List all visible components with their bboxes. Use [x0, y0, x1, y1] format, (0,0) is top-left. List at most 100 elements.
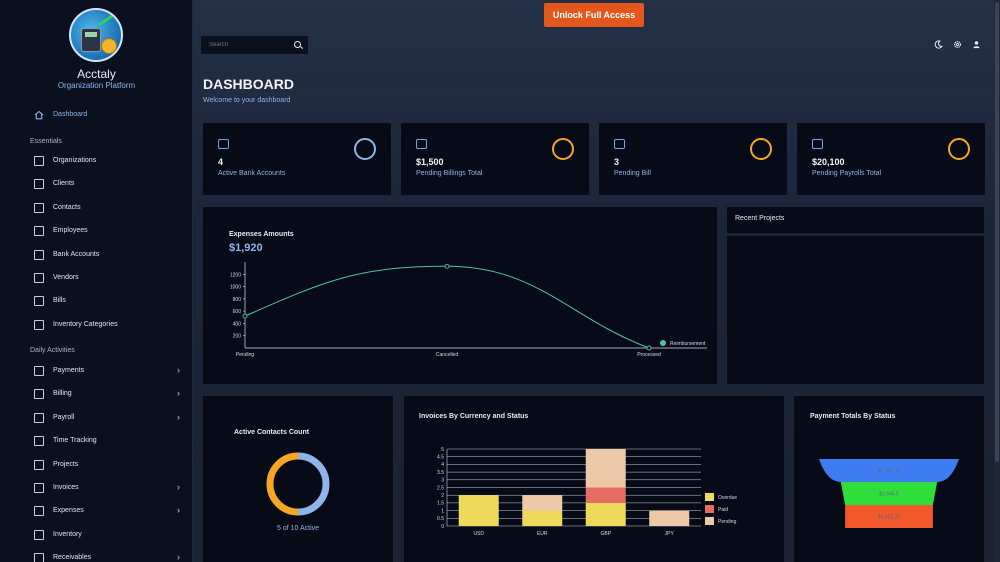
x-tick-label: Pending — [236, 352, 255, 358]
sidebar-item-label: Inventory Categories — [53, 320, 118, 328]
sidebar-item-label: Time Tracking — [53, 437, 97, 445]
settings-gear-icon[interactable] — [953, 40, 962, 49]
data-point[interactable] — [646, 345, 652, 351]
page-title: DASHBOARD — [203, 76, 294, 92]
sidebar-item-employees[interactable]: Employees — [0, 222, 192, 240]
coin-icon — [101, 38, 117, 54]
unlock-full-access-button[interactable]: Unlock Full Access — [544, 3, 644, 27]
sidebar-item-inventory[interactable]: Inventory — [0, 526, 192, 544]
sidebar-item-organizations[interactable]: Organizations — [0, 152, 192, 170]
sidebar-item-projects[interactable]: Projects — [0, 456, 192, 474]
bills-icon — [34, 296, 44, 307]
data-point[interactable] — [242, 313, 248, 319]
sidebar-item-bank-accounts[interactable]: Bank Accounts — [0, 246, 192, 264]
funnel-value-label: $2,705.75 — [878, 469, 900, 475]
active-contacts-title: Active Contacts Count — [234, 429, 310, 436]
sidebar-item-billing[interactable]: Billing › — [0, 385, 192, 403]
donut-slice-inactive[interactable] — [266, 452, 299, 516]
sidebar-item-expenses[interactable]: Expenses › — [0, 502, 192, 520]
section-daily-activities: Daily Activities — [30, 347, 75, 354]
recent-projects-header: Recent Projects — [727, 207, 984, 233]
y-tick-label: 400 — [233, 321, 242, 327]
funnel-segment-3[interactable] — [845, 505, 933, 528]
search-icon[interactable] — [294, 41, 301, 48]
funnel-segment-2[interactable] — [840, 482, 938, 505]
organizations-icon — [34, 156, 44, 166]
chevron-right-icon[interactable]: › — [177, 482, 180, 492]
stat-card[interactable]: $20,100 Pending Payrolls Total — [797, 123, 985, 195]
sidebar-item-payments[interactable]: Payments › — [0, 362, 192, 380]
recent-projects-title: Recent Projects — [735, 215, 785, 222]
sidebar-item-invoices[interactable]: Invoices › — [0, 479, 192, 497]
bar-gbp-paid[interactable] — [585, 487, 626, 503]
sidebar-item-dashboard[interactable]: Dashboard — [0, 106, 192, 124]
bar-gbp-pending[interactable] — [585, 449, 626, 488]
sidebar-item-label: Payroll — [53, 413, 75, 421]
bar-eur-overdue[interactable] — [522, 510, 563, 526]
sidebar-item-receivables[interactable]: Receivables › — [0, 549, 192, 562]
sidebar-item-bills[interactable]: Bills — [0, 292, 192, 310]
stat-value: $20,100 — [812, 157, 845, 167]
x-tick-label: Cancelled — [436, 352, 458, 358]
stat-icon — [416, 139, 427, 149]
y-tick-label: 2 — [441, 493, 444, 499]
inventory-icon — [34, 529, 44, 540]
sidebar-item-label: Inventory — [53, 530, 82, 538]
page-scrollbar[interactable] — [994, 0, 1000, 562]
chevron-right-icon[interactable]: › — [177, 505, 180, 516]
stat-label: Active Bank Accounts — [218, 170, 286, 177]
stat-card[interactable]: $1,500 Pending Billings Total — [401, 123, 589, 195]
sidebar-item-label: Expenses — [53, 507, 84, 515]
bar-usd-overdue[interactable] — [458, 495, 499, 526]
sidebar-item-time-tracking[interactable]: Time Tracking — [0, 432, 192, 450]
dark-mode-icon[interactable] — [934, 40, 943, 49]
x-tick-label: Processed — [637, 352, 661, 358]
home-icon — [34, 110, 44, 120]
chevron-right-icon[interactable]: › — [177, 365, 180, 375]
user-profile-icon[interactable] — [972, 40, 981, 49]
data-point[interactable] — [444, 263, 450, 269]
donut-slice-active[interactable] — [297, 452, 330, 516]
brand-name: Acctaly — [77, 67, 116, 81]
search-input[interactable] — [201, 36, 308, 54]
funnel-segment-1[interactable] — [819, 459, 959, 482]
sidebar: Acctaly Organization Platform Dashboard … — [0, 0, 193, 562]
y-tick-label: 800 — [233, 297, 242, 303]
billing-icon — [34, 389, 44, 400]
x-tick-label: EUR — [537, 531, 548, 537]
inventory-categories-icon — [34, 319, 44, 330]
legend-label: Reimbursement — [670, 341, 706, 347]
bar-jpy-pending[interactable] — [649, 510, 690, 526]
payment-totals-title: Payment Totals By Status — [810, 413, 896, 420]
sidebar-item-label: Payments — [53, 367, 85, 374]
brand-logo[interactable] — [69, 8, 123, 62]
scrollbar-thumb[interactable] — [995, 2, 999, 462]
legend-swatch — [705, 517, 714, 525]
sidebar-item-clients[interactable]: Clients — [0, 175, 192, 193]
sidebar-item-payroll[interactable]: Payroll › — [0, 409, 192, 427]
stat-label: Pending Payrolls Total — [812, 170, 882, 177]
stat-value: $1,500 — [416, 157, 444, 167]
stat-card[interactable]: 4 Active Bank Accounts — [203, 123, 391, 195]
chevron-right-icon[interactable]: › — [177, 552, 180, 562]
projects-icon — [34, 459, 44, 470]
sidebar-item-contacts[interactable]: Contacts — [0, 199, 192, 217]
expenses-icon — [34, 506, 44, 517]
sidebar-item-label: Contacts — [53, 203, 81, 211]
sidebar-item-inventory-categories[interactable]: Inventory Categories — [0, 316, 192, 334]
invoices-chart-title: Invoices By Currency and Status — [419, 413, 529, 420]
y-tick-label: 2.5 — [437, 485, 444, 491]
y-tick-label: 3.5 — [437, 470, 444, 476]
payment-totals-funnel: $2,705.75 $1,645.5 $1,451.25 — [819, 459, 959, 528]
sidebar-item-vendors[interactable]: Vendors — [0, 269, 192, 287]
bar-gbp-overdue[interactable] — [585, 502, 626, 526]
stat-card[interactable]: 3 Pending Bill — [599, 123, 787, 195]
bar-eur-pending[interactable] — [522, 495, 563, 511]
bank-accounts-icon — [34, 249, 44, 260]
chevron-right-icon[interactable]: › — [177, 388, 180, 399]
expenses-chart-card: Expenses Amounts $1,920 200 400 600 800 1000… — [203, 207, 717, 384]
stat-ring — [354, 138, 376, 160]
invoices-chart-card: Invoices By Currency and Status 0 0.5 1 1.5… — [404, 396, 784, 562]
chevron-right-icon[interactable]: › — [177, 411, 180, 422]
sidebar-item-label: Organizations — [53, 157, 97, 164]
